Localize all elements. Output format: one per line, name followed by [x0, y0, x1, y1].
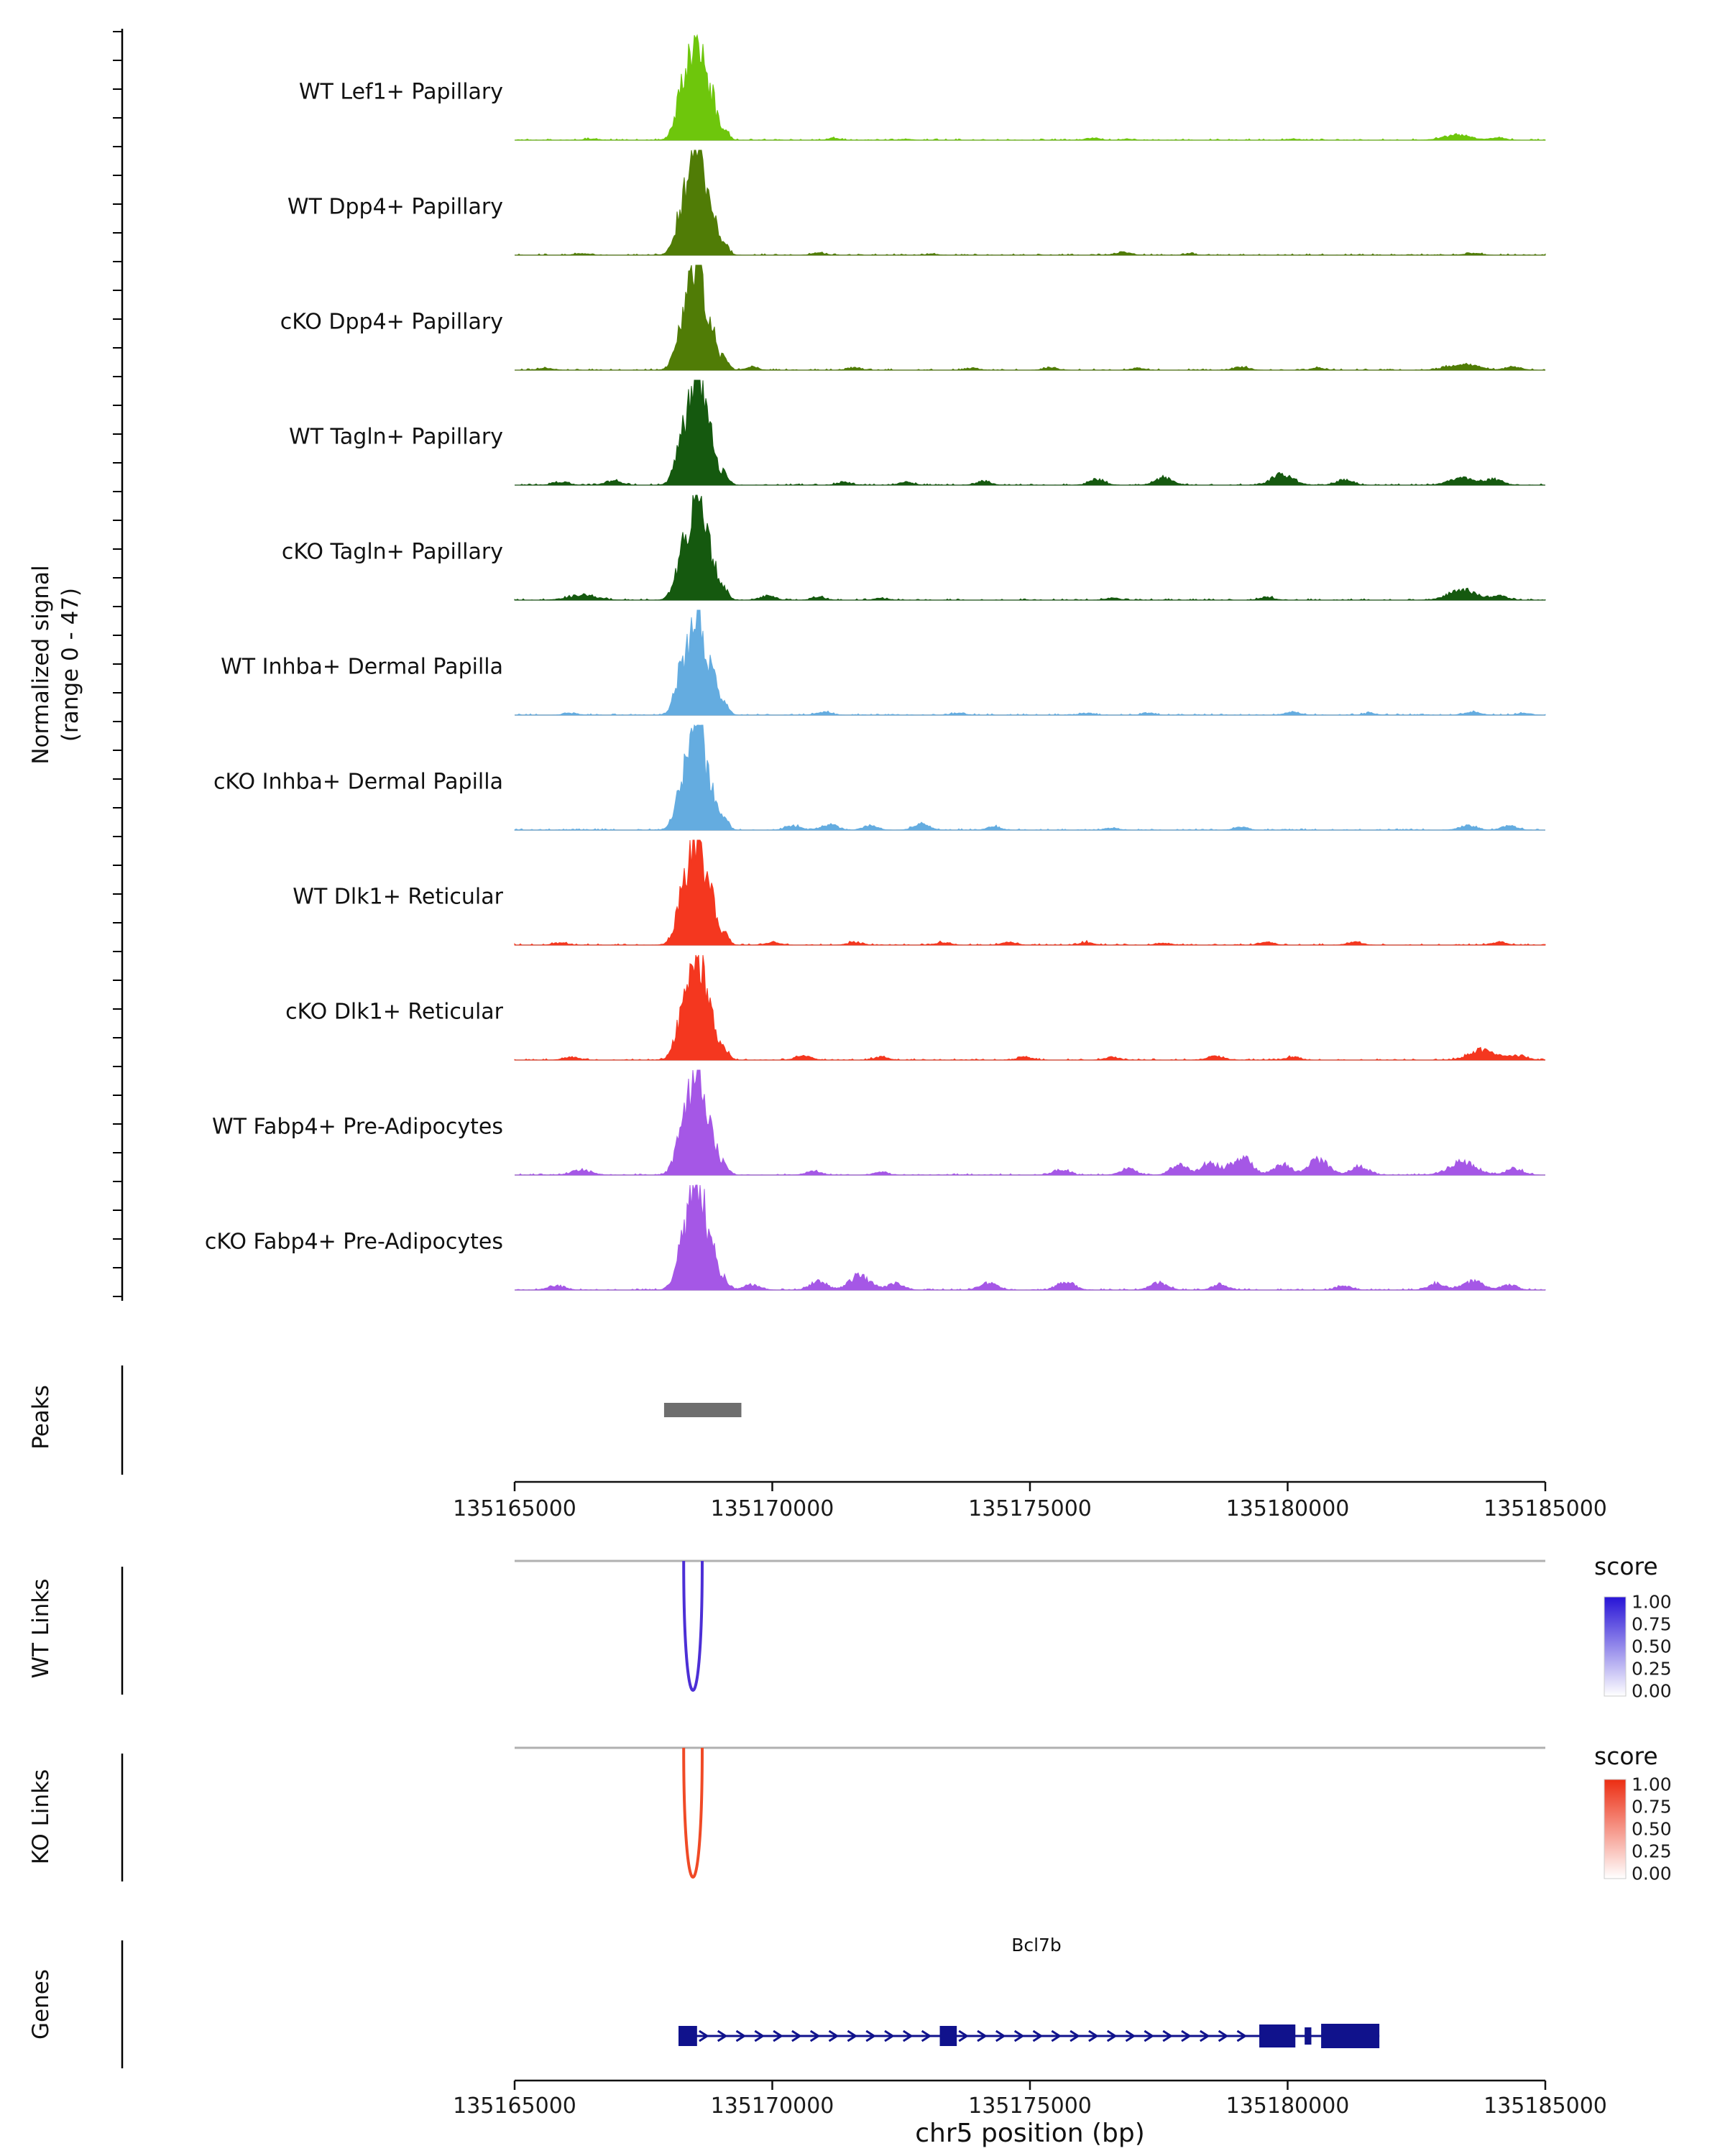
strand-chevron-icon — [1199, 2030, 1210, 2042]
track-signal — [515, 264, 1546, 371]
strand-chevron-icon — [1236, 2030, 1248, 2042]
strand-chevron-icon — [809, 2030, 821, 2042]
track-signal — [514, 724, 1545, 831]
track-signal — [514, 494, 1546, 601]
strand-chevron-icon — [754, 2030, 765, 2042]
strand-chevron-icon — [958, 2030, 969, 2042]
gene-exon — [1305, 2027, 1312, 2045]
track-signal — [515, 149, 1546, 256]
strand-chevron-icon — [847, 2030, 858, 2042]
strand-chevron-icon — [1218, 2030, 1229, 2042]
strand-chevron-icon — [1125, 2030, 1136, 2042]
strand-chevron-icon — [773, 2030, 783, 2042]
strand-chevron-icon — [791, 2030, 802, 2042]
strand-chevron-icon — [1162, 2030, 1173, 2042]
track-signal — [515, 609, 1546, 716]
strand-chevron-icon — [902, 2030, 914, 2042]
strand-chevron-icon — [1144, 2030, 1155, 2042]
gene-exon — [1321, 2024, 1380, 2048]
strand-chevron-icon — [1051, 2030, 1062, 2042]
track-signal — [515, 379, 1545, 486]
gene-exon — [939, 2026, 957, 2046]
track-signal — [515, 34, 1546, 141]
strand-chevron-icon — [1181, 2030, 1192, 2042]
track-signal — [514, 954, 1546, 1061]
legend-bar — [1604, 1779, 1627, 1879]
gene-exon — [1259, 2024, 1296, 2047]
gene-exon — [678, 2026, 697, 2046]
strand-chevron-icon — [921, 2030, 932, 2042]
strand-chevron-icon — [995, 2030, 1006, 2042]
strand-chevron-icon — [977, 2030, 988, 2042]
strand-chevron-icon — [865, 2030, 876, 2042]
strand-chevron-icon — [1106, 2030, 1118, 2042]
strand-chevron-icon — [1032, 2030, 1044, 2042]
peak-region — [663, 1403, 742, 1417]
track-signal — [514, 839, 1546, 946]
strand-chevron-icon — [699, 2030, 709, 2042]
strand-chevron-icon — [1013, 2030, 1025, 2042]
strand-chevron-icon — [717, 2030, 728, 2042]
strand-chevron-icon — [1088, 2030, 1099, 2042]
legend-bar — [1604, 1596, 1627, 1697]
strand-chevron-icon — [735, 2030, 747, 2042]
strand-chevron-icon — [884, 2030, 895, 2042]
strand-chevron-icon — [1070, 2030, 1080, 2042]
link-arc — [682, 1560, 704, 1692]
track-signal — [515, 1184, 1546, 1291]
track-signal — [515, 1069, 1545, 1176]
link-arc — [682, 1747, 704, 1879]
strand-chevron-icon — [828, 2030, 840, 2042]
